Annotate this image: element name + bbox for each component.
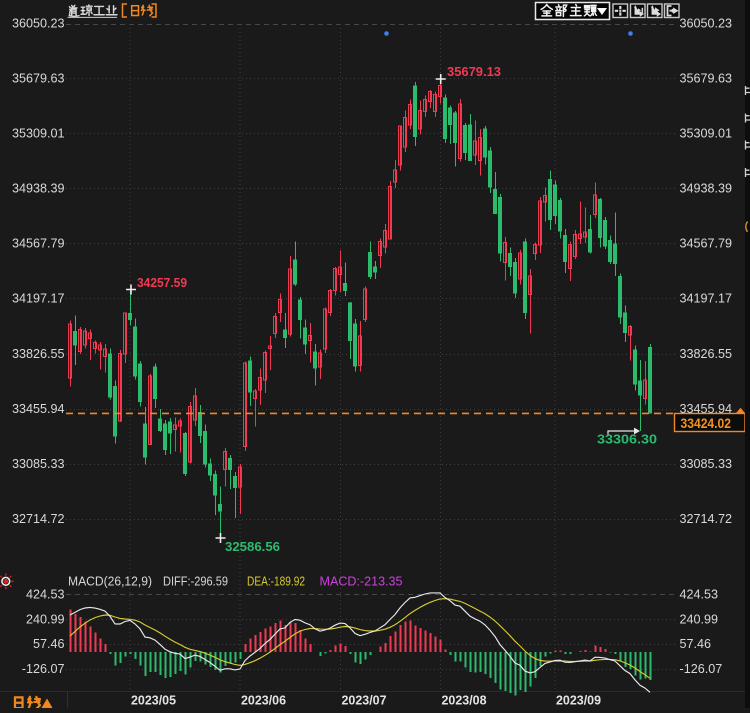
- svg-text:240.99: 240.99: [26, 612, 65, 626]
- svg-text:34257.59: 34257.59: [137, 275, 187, 290]
- svg-text:34197.17: 34197.17: [680, 292, 733, 306]
- svg-text:33826.55: 33826.55: [12, 347, 65, 361]
- svg-text:424.53: 424.53: [680, 587, 719, 601]
- svg-text:2023/05: 2023/05: [131, 693, 176, 708]
- svg-text:-126.07: -126.07: [680, 662, 723, 676]
- svg-text:32714.72: 32714.72: [12, 512, 65, 526]
- svg-text:33306.30: 33306.30: [597, 432, 657, 447]
- svg-text:MACD:-213.35: MACD:-213.35: [320, 575, 403, 589]
- svg-text:35309.01: 35309.01: [680, 127, 733, 141]
- svg-text:57.46: 57.46: [680, 637, 712, 651]
- svg-text:36050.23: 36050.23: [12, 16, 65, 30]
- svg-text:36050.23: 36050.23: [680, 16, 733, 30]
- svg-text:32714.72: 32714.72: [680, 512, 733, 526]
- svg-text:2023/07: 2023/07: [342, 693, 387, 708]
- svg-text:34567.79: 34567.79: [12, 237, 65, 251]
- svg-text:33085.33: 33085.33: [680, 457, 733, 471]
- svg-text:2023/09: 2023/09: [556, 693, 601, 708]
- svg-text:34938.39: 34938.39: [12, 182, 65, 196]
- svg-text:34197.17: 34197.17: [12, 292, 65, 306]
- svg-text:57.46: 57.46: [33, 637, 65, 651]
- svg-text:2023/08: 2023/08: [442, 693, 487, 708]
- svg-text:2023/06: 2023/06: [241, 693, 286, 708]
- svg-text:35309.01: 35309.01: [12, 127, 65, 141]
- svg-text:240.99: 240.99: [680, 612, 719, 626]
- svg-text:35679.63: 35679.63: [12, 71, 65, 85]
- svg-text:424.53: 424.53: [26, 587, 65, 601]
- svg-text:33085.33: 33085.33: [12, 457, 65, 471]
- svg-text:DIFF:-296.59: DIFF:-296.59: [163, 575, 228, 589]
- svg-text:DEA:-189.92: DEA:-189.92: [247, 575, 305, 589]
- svg-text:34938.39: 34938.39: [680, 182, 733, 196]
- svg-text:35679.13: 35679.13: [447, 64, 501, 79]
- svg-text:34567.79: 34567.79: [680, 237, 733, 251]
- svg-text:32586.56: 32586.56: [225, 539, 280, 554]
- svg-text:MACD(26,12,9): MACD(26,12,9): [68, 575, 152, 589]
- svg-text:33424.02: 33424.02: [681, 415, 732, 431]
- svg-text:33455.94: 33455.94: [680, 402, 733, 416]
- svg-text:-126.07: -126.07: [22, 662, 65, 676]
- svg-text:33826.55: 33826.55: [680, 347, 733, 361]
- svg-text:35679.63: 35679.63: [680, 71, 733, 85]
- svg-text:33455.94: 33455.94: [12, 402, 65, 416]
